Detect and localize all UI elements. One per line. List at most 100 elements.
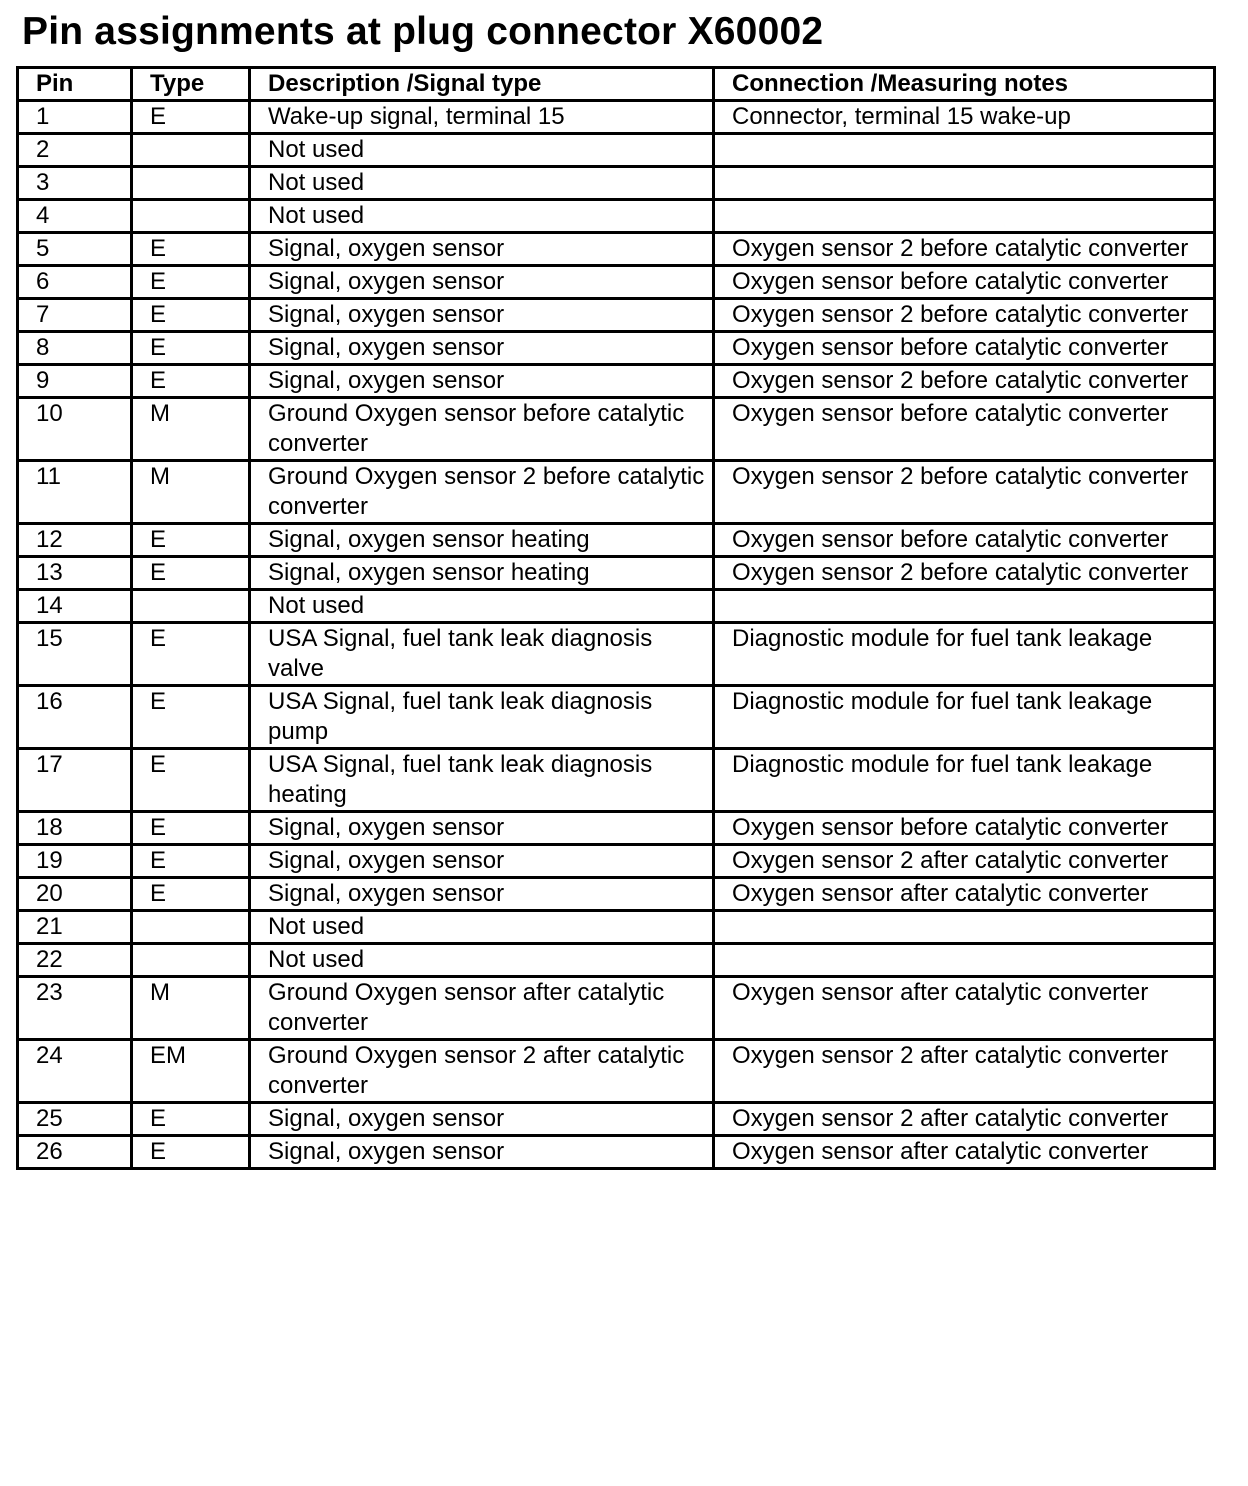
connection-cell: Oxygen sensor 2 before catalytic convert… (712, 459, 1216, 525)
pin-cell: 10 (16, 396, 133, 462)
table-row: 4 Not used (16, 198, 1216, 234)
table-row: 17 E USA Signal, fuel tank leak diagnosis … (16, 747, 1216, 813)
header-connection: Connection /Measuring notes (712, 66, 1216, 102)
table-row: 26 E Signal, oxygen sensor Oxygen sensor af… (16, 1134, 1216, 1170)
pin-cell: 9 (16, 363, 133, 399)
description-cell: Wake-up signal, terminal 15 (248, 99, 715, 135)
table-row: 13 E Signal, oxygen sensor heating Oxygen s… (16, 555, 1216, 591)
connection-cell: Oxygen sensor after catalytic converter (712, 975, 1216, 1041)
type-cell (130, 942, 251, 978)
table-row: 5 E Signal, oxygen sensor Oxygen sensor 2 b… (16, 231, 1216, 267)
type-cell (130, 165, 251, 201)
pin-cell: 11 (16, 459, 133, 525)
header-description: Description /Signal type (248, 66, 715, 102)
description-cell: Signal, oxygen sensor (248, 843, 715, 879)
pin-cell: 4 (16, 198, 133, 234)
description-cell: Ground Oxygen sensor after catalytic con… (248, 975, 715, 1041)
description-cell: Signal, oxygen sensor heating (248, 522, 715, 558)
type-cell: EM (130, 1038, 251, 1104)
pin-cell: 13 (16, 555, 133, 591)
type-cell: E (130, 684, 251, 750)
pin-cell: 6 (16, 264, 133, 300)
page-title: Pin assignments at plug connector X60002 (22, 10, 824, 53)
type-cell (130, 588, 251, 624)
type-cell: E (130, 843, 251, 879)
pin-cell: 12 (16, 522, 133, 558)
connection-cell: Oxygen sensor 2 before catalytic convert… (712, 297, 1216, 333)
connection-cell (712, 198, 1216, 234)
connection-cell (712, 942, 1216, 978)
pin-cell: 20 (16, 876, 133, 912)
connection-cell: Oxygen sensor 2 after catalytic converte… (712, 1038, 1216, 1104)
description-cell: Signal, oxygen sensor heating (248, 555, 715, 591)
description-cell: Signal, oxygen sensor (248, 810, 715, 846)
description-cell: Signal, oxygen sensor (248, 363, 715, 399)
table-row: 2 Not used (16, 132, 1216, 168)
description-cell: Ground Oxygen sensor 2 after catalytic c… (248, 1038, 715, 1104)
table-row: 12 E Signal, oxygen sensor heating Oxygen s… (16, 522, 1216, 558)
pin-cell: 21 (16, 909, 133, 945)
connection-cell: Oxygen sensor before catalytic converter (712, 522, 1216, 558)
table-row: 7 E Signal, oxygen sensor Oxygen sensor 2 b… (16, 297, 1216, 333)
description-cell: Not used (248, 198, 715, 234)
pin-cell: 8 (16, 330, 133, 366)
type-cell: E (130, 363, 251, 399)
pin-cell: 17 (16, 747, 133, 813)
connection-cell (712, 165, 1216, 201)
connection-cell: Oxygen sensor before catalytic converter (712, 810, 1216, 846)
pin-cell: 16 (16, 684, 133, 750)
header-row: Pin Type Description /Signal type Connec… (16, 66, 1216, 102)
table-row: 16 E USA Signal, fuel tank leak diagnosis … (16, 684, 1216, 750)
connection-cell: Oxygen sensor after catalytic converter (712, 1134, 1216, 1170)
description-cell: Not used (248, 165, 715, 201)
type-cell: E (130, 264, 251, 300)
connection-cell: Oxygen sensor 2 before catalytic convert… (712, 363, 1216, 399)
type-cell: M (130, 396, 251, 462)
description-cell: Signal, oxygen sensor (248, 1101, 715, 1137)
pin-cell: 5 (16, 231, 133, 267)
type-cell: E (130, 1134, 251, 1170)
description-cell: Signal, oxygen sensor (248, 1134, 715, 1170)
description-cell: Not used (248, 909, 715, 945)
type-cell (130, 909, 251, 945)
table-row: 3 Not used (16, 165, 1216, 201)
description-cell: Not used (248, 132, 715, 168)
type-cell: E (130, 621, 251, 687)
type-cell: E (130, 522, 251, 558)
pin-cell: 25 (16, 1101, 133, 1137)
pin-cell: 1 (16, 99, 133, 135)
pin-cell: 26 (16, 1134, 133, 1170)
type-cell: E (130, 876, 251, 912)
type-cell: E (130, 1101, 251, 1137)
connection-cell: Diagnostic module for fuel tank leakage (712, 747, 1216, 813)
type-cell: E (130, 330, 251, 366)
description-cell: Signal, oxygen sensor (248, 330, 715, 366)
type-cell: M (130, 459, 251, 525)
description-cell: USA Signal, fuel tank leak diagnosis pum… (248, 684, 715, 750)
pin-assignment-table: Pin Type Description /Signal type Connec… (16, 66, 1216, 1170)
connection-cell (712, 588, 1216, 624)
pin-cell: 19 (16, 843, 133, 879)
description-cell: Not used (248, 588, 715, 624)
table-row: 15 E USA Signal, fuel tank leak diagnosis … (16, 621, 1216, 687)
pin-cell: 24 (16, 1038, 133, 1104)
connection-cell: Oxygen sensor after catalytic converter (712, 876, 1216, 912)
pin-cell: 7 (16, 297, 133, 333)
table-row: 14 Not used (16, 588, 1216, 624)
description-cell: Ground Oxygen sensor before catalytic co… (248, 396, 715, 462)
table-row: 23 M Ground Oxygen sensor after catalytic … (16, 975, 1216, 1041)
description-cell: Signal, oxygen sensor (248, 231, 715, 267)
description-cell: Signal, oxygen sensor (248, 264, 715, 300)
type-cell: E (130, 231, 251, 267)
connection-cell: Diagnostic module for fuel tank leakage (712, 621, 1216, 687)
type-cell: M (130, 975, 251, 1041)
connection-cell: Oxygen sensor 2 after catalytic converte… (712, 1101, 1216, 1137)
type-cell: E (130, 297, 251, 333)
description-cell: USA Signal, fuel tank leak diagnosis hea… (248, 747, 715, 813)
table-row: 20 E Signal, oxygen sensor Oxygen sensor af… (16, 876, 1216, 912)
description-cell: Not used (248, 942, 715, 978)
connection-cell: Oxygen sensor before catalytic converter (712, 264, 1216, 300)
table-row: 19 E Signal, oxygen sensor Oxygen sensor 2 … (16, 843, 1216, 879)
table-row: 18 E Signal, oxygen sensor Oxygen sensor be… (16, 810, 1216, 846)
type-cell (130, 198, 251, 234)
